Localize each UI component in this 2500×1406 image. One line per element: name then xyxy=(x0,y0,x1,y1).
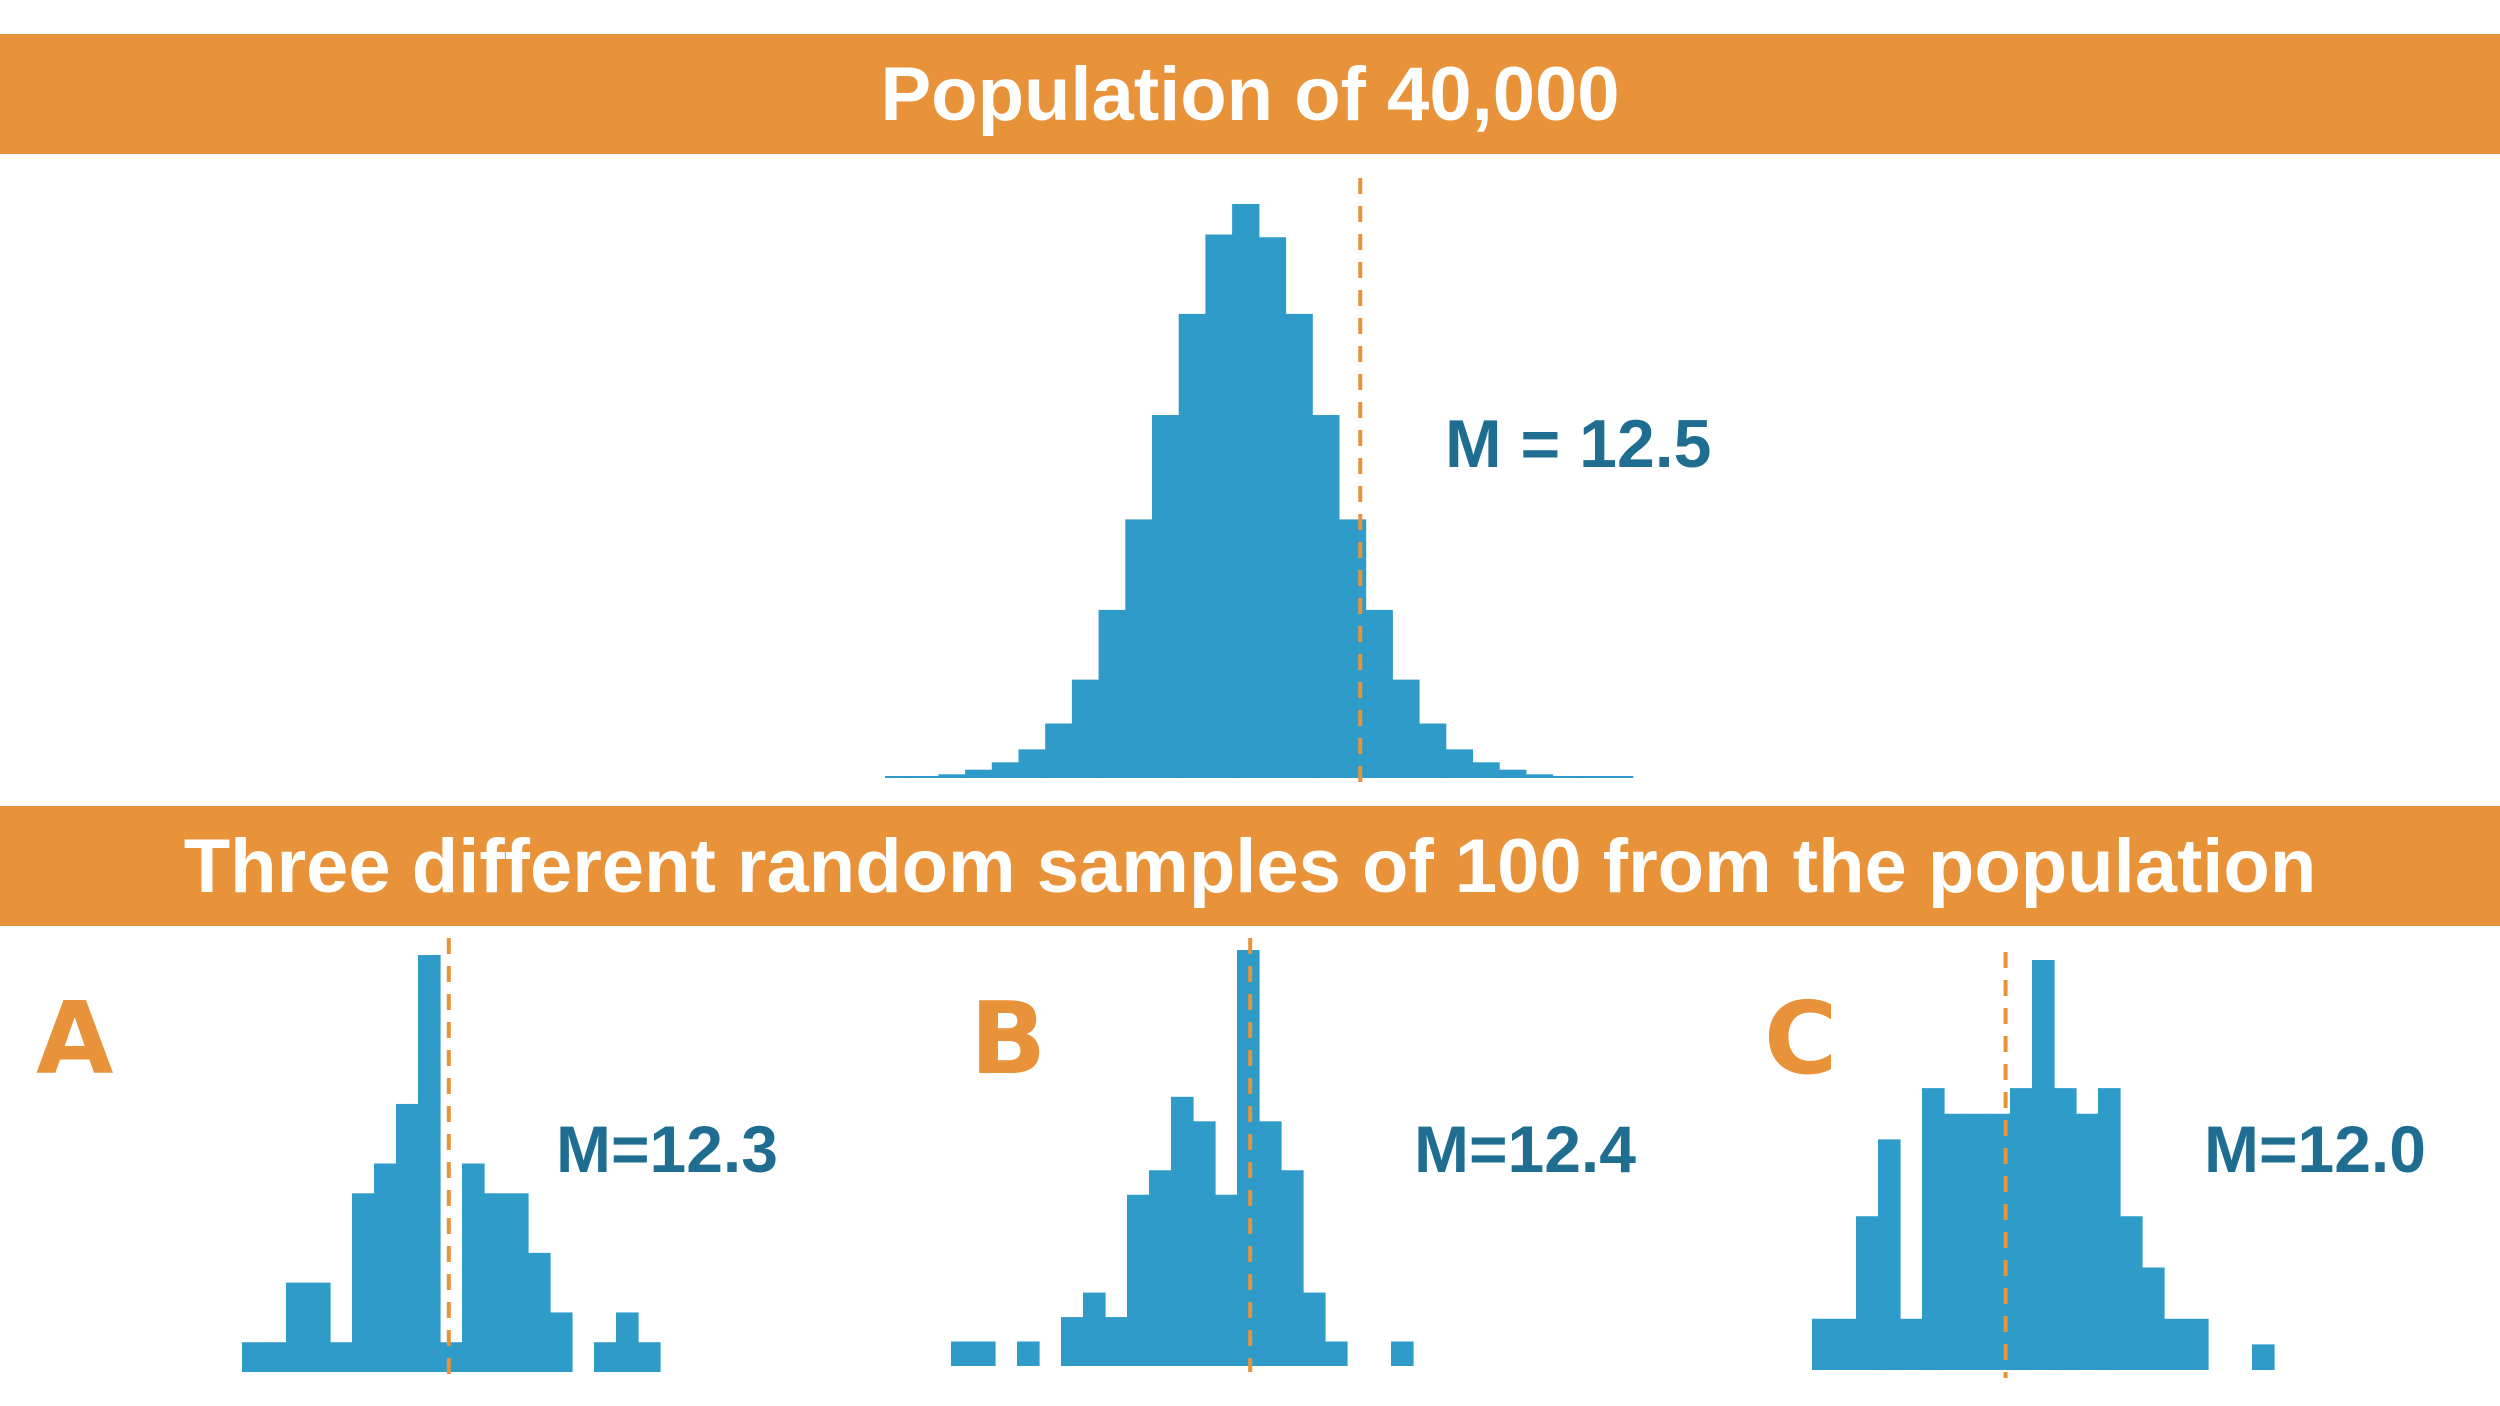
sample-a-bar xyxy=(638,1342,661,1372)
population-bar xyxy=(1018,749,1046,778)
population-bar xyxy=(991,762,1020,778)
population-bar xyxy=(885,776,913,778)
panel-letter-c: C xyxy=(1764,980,1837,1097)
sample-b-mean-label: M=12.4 xyxy=(1414,1112,1636,1186)
sample-a-mean-label: M=12.3 xyxy=(556,1112,778,1186)
population-bar xyxy=(1525,774,1554,778)
sample-a-bar xyxy=(264,1342,287,1372)
samples-banner-title: Three different random samples of 100 fr… xyxy=(183,823,2317,909)
population-bar xyxy=(1552,776,1580,778)
sample-c-bar xyxy=(1900,1318,1923,1370)
population-bar xyxy=(1605,776,1634,778)
sample-c-bar xyxy=(1812,1318,1835,1370)
population-bar xyxy=(1285,313,1313,778)
sample-b-bar xyxy=(951,1341,974,1366)
sample-b-bar xyxy=(973,1341,996,1366)
sample-a-histogram: M=12.3 A xyxy=(36,938,778,1375)
sample-c-bar xyxy=(2142,1267,2165,1370)
sample-b-bar xyxy=(1193,1121,1216,1366)
sample-c-bar xyxy=(2054,1088,2077,1371)
sample-b-bar xyxy=(1391,1341,1414,1366)
sample-b-bar xyxy=(1083,1292,1106,1366)
population-mean-label: M = 12.5 xyxy=(1445,406,1712,482)
sample-a-bar xyxy=(352,1193,375,1372)
population-bar xyxy=(1365,609,1393,778)
sample-c-bar xyxy=(2186,1318,2209,1370)
panel-letter-a: A xyxy=(36,980,113,1097)
sample-c-bar xyxy=(1966,1113,1989,1370)
sample-c-bar xyxy=(2252,1344,2275,1371)
population-bar xyxy=(1499,769,1527,778)
sample-a-bar xyxy=(528,1252,551,1372)
population-bar xyxy=(1152,415,1180,778)
sample-c-bar xyxy=(2010,1088,2033,1371)
sample-c-bar xyxy=(2032,960,2055,1370)
population-bar xyxy=(1045,723,1073,778)
sample-c-bar xyxy=(1856,1216,1879,1370)
population-histogram: M = 12.5 xyxy=(885,178,1712,790)
sample-a-bar xyxy=(594,1342,617,1372)
sample-c-bar xyxy=(2098,1088,2121,1371)
population-bar xyxy=(1472,762,1500,778)
population-bar xyxy=(1125,519,1153,778)
population-bar xyxy=(1258,237,1287,778)
samples-banner: Three different random samples of 100 fr… xyxy=(0,806,2500,926)
sample-a-bar xyxy=(330,1342,353,1372)
population-bar xyxy=(1232,204,1260,778)
panel-letter-b: B xyxy=(970,980,1046,1097)
sample-a-bar xyxy=(396,1103,419,1372)
sample-c-bar xyxy=(2120,1216,2143,1370)
population-bar xyxy=(1445,749,1473,778)
sample-b-bar xyxy=(1171,1096,1194,1366)
sample-c-bar xyxy=(1944,1113,1967,1370)
population-bar xyxy=(1338,519,1367,778)
population-bar xyxy=(1178,313,1206,778)
sample-b-bar xyxy=(1017,1341,1040,1366)
sample-c-bar xyxy=(1922,1088,1945,1371)
sample-c-mean-label: M=12.0 xyxy=(2204,1112,2426,1186)
sample-a-bar xyxy=(308,1282,331,1372)
sample-a-bar xyxy=(286,1282,309,1372)
sample-a-bar xyxy=(616,1312,639,1372)
sample-b-bar xyxy=(1237,950,1260,1366)
population-bar xyxy=(911,776,939,778)
sample-a-bar xyxy=(462,1163,485,1372)
population-bar xyxy=(1312,415,1340,778)
sample-b-bar xyxy=(1303,1292,1326,1366)
sample-c-bar xyxy=(1834,1318,1857,1370)
sample-b-bar xyxy=(1215,1194,1238,1366)
sample-a-bar xyxy=(506,1193,529,1372)
sample-a-bar xyxy=(550,1312,573,1372)
population-bar xyxy=(965,769,993,778)
sample-b-bar xyxy=(1127,1194,1150,1366)
population-banner-title: Population of 40,000 xyxy=(880,51,1620,137)
sample-b-bar xyxy=(1325,1341,1348,1366)
population-bar xyxy=(1392,679,1420,778)
sample-c-bar xyxy=(1878,1139,1901,1371)
population-banner: Population of 40,000 xyxy=(0,34,2500,154)
population-bar xyxy=(1579,776,1607,778)
sample-b-bar xyxy=(1105,1317,1128,1366)
sample-a-bar xyxy=(242,1342,265,1372)
sample-b-bar xyxy=(1259,1121,1282,1366)
sample-c-bar xyxy=(2076,1113,2099,1370)
sample-b-bar xyxy=(1149,1170,1172,1366)
sample-a-bar xyxy=(418,955,441,1372)
population-bar xyxy=(1419,723,1447,778)
sample-a-bar xyxy=(484,1193,507,1372)
sample-b-bar xyxy=(1281,1170,1304,1366)
population-bar xyxy=(1071,679,1100,778)
sample-b-bar xyxy=(1061,1317,1084,1366)
sample-a-bar xyxy=(440,1342,463,1372)
sample-a-bar xyxy=(374,1163,397,1372)
sample-c-bar xyxy=(2164,1318,2187,1370)
sample-c-histogram: M=12.0 C xyxy=(1764,952,2426,1378)
population-bar xyxy=(938,774,966,778)
population-bar xyxy=(1098,609,1126,778)
sample-b-histogram: M=12.4 B xyxy=(951,938,1636,1372)
population-bar xyxy=(1205,234,1233,779)
